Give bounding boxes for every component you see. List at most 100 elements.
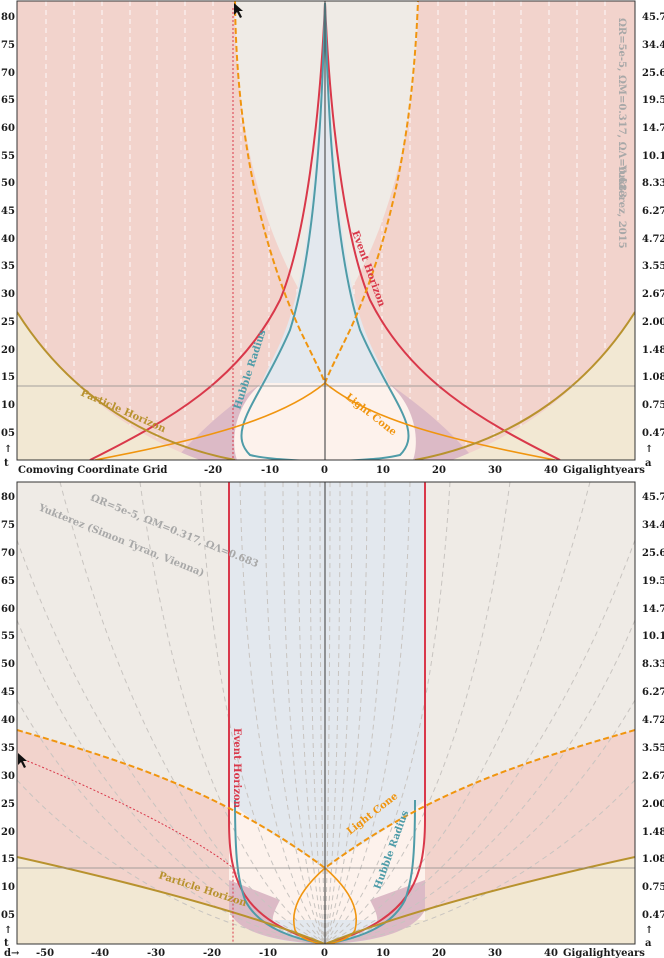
- svg-text:60: 60: [1, 604, 15, 615]
- svg-text:65: 65: [1, 576, 15, 587]
- bottom-frame: [16, 481, 636, 945]
- bottom-x-axis: d→ -50 -40 -30 -20 -10 0 10 20 30 40 Gig…: [4, 948, 645, 958]
- top-x-axis: Comoving Coordinate Grid -20 -10 0 10 20…: [18, 465, 645, 476]
- svg-text:10: 10: [376, 465, 390, 476]
- svg-text:20: 20: [1, 827, 15, 838]
- svg-text:0.75: 0.75: [642, 882, 664, 893]
- svg-text:-10: -10: [259, 948, 277, 958]
- svg-text:4.72: 4.72: [642, 234, 664, 245]
- svg-text:70: 70: [1, 548, 15, 559]
- svg-text:10: 10: [1, 400, 15, 411]
- svg-text:80: 80: [1, 492, 15, 503]
- svg-text:-20: -20: [203, 948, 221, 958]
- svg-text:05: 05: [1, 910, 15, 921]
- svg-text:Gigalightyears: Gigalightyears: [563, 465, 645, 476]
- top-cream-left: [17, 312, 200, 460]
- svg-text:0.47: 0.47: [642, 428, 664, 439]
- top-author-watermark: Yukterez, 2015: [616, 164, 627, 249]
- svg-text:45: 45: [1, 206, 15, 217]
- svg-text:10.1: 10.1: [642, 631, 664, 642]
- svg-text:-50: -50: [36, 948, 54, 958]
- svg-text:t: t: [4, 458, 9, 469]
- svg-text:10.1: 10.1: [642, 151, 664, 162]
- svg-text:35: 35: [1, 261, 15, 272]
- svg-text:1.08: 1.08: [642, 854, 664, 865]
- svg-text:20: 20: [432, 465, 446, 476]
- top-hubble-radius-curve: [240, 2, 410, 460]
- bottom-worldline-dotted: [19, 757, 234, 944]
- top-purple-left: [175, 383, 262, 460]
- bottom-event-horizon-label: Event Horizon: [231, 728, 242, 809]
- svg-text:0: 0: [321, 465, 328, 476]
- bottom-grid: [17, 482, 635, 944]
- top-panel: Event Horizon Hubble Radius Light Cone P…: [1, 0, 664, 476]
- svg-text:55: 55: [1, 631, 15, 642]
- top-purple-right: [388, 383, 475, 460]
- svg-text:45.7: 45.7: [642, 492, 664, 503]
- svg-text:4.72: 4.72: [642, 715, 664, 726]
- svg-text:↑: ↑: [4, 444, 12, 455]
- svg-text:10: 10: [376, 948, 390, 958]
- svg-text:2.00: 2.00: [642, 317, 664, 328]
- bottom-purple-left: [229, 880, 325, 944]
- svg-text:15: 15: [1, 854, 15, 865]
- bottom-panel: Event Horizon Hubble Radius Light Cone P…: [1, 481, 664, 958]
- svg-text:6.27: 6.27: [642, 206, 664, 217]
- svg-text:10: 10: [1, 882, 15, 893]
- svg-text:25.6: 25.6: [642, 548, 664, 559]
- svg-text:80: 80: [1, 12, 15, 23]
- svg-text:50: 50: [1, 659, 15, 670]
- svg-text:-40: -40: [91, 948, 109, 958]
- bottom-blue-column: [229, 482, 425, 944]
- svg-text:-20: -20: [204, 465, 222, 476]
- bottom-pink-region: [17, 730, 635, 944]
- svg-text:20: 20: [1, 345, 15, 356]
- svg-text:75: 75: [1, 40, 15, 51]
- top-cursor-icon: [234, 3, 243, 18]
- svg-text:Comoving Coordinate Grid: Comoving Coordinate Grid: [18, 465, 167, 476]
- top-t-ticks: 80 75 70 65 60 55 50 45 40 35 30 25 20 1…: [1, 12, 15, 469]
- svg-text:19.5: 19.5: [642, 95, 664, 106]
- svg-text:05: 05: [1, 428, 15, 439]
- svg-text:45: 45: [1, 687, 15, 698]
- svg-text:2.67: 2.67: [642, 289, 664, 300]
- svg-text:0.47: 0.47: [642, 910, 664, 921]
- svg-text:3.55: 3.55: [642, 261, 664, 272]
- svg-text:d→: d→: [4, 948, 20, 958]
- svg-text:50: 50: [1, 178, 15, 189]
- svg-text:20: 20: [432, 948, 446, 958]
- svg-text:25: 25: [1, 799, 15, 810]
- svg-text:-10: -10: [261, 465, 279, 476]
- svg-text:35: 35: [1, 743, 15, 754]
- svg-text:-30: -30: [147, 948, 165, 958]
- svg-text:60: 60: [1, 123, 15, 134]
- bottom-cream-region: [17, 857, 635, 944]
- svg-text:30: 30: [488, 948, 502, 958]
- svg-text:8.33: 8.33: [642, 178, 664, 189]
- bottom-event-horizon-curve: [228, 482, 426, 944]
- top-frame: [16, 0, 636, 461]
- svg-text:1.48: 1.48: [642, 827, 664, 838]
- svg-text:↑: ↑: [645, 925, 653, 936]
- bottom-hubble-radius-curve: [234, 799, 416, 944]
- bottom-cursor-icon: [18, 753, 27, 768]
- bottom-t-ticks: 80 75 70 65 60 55 50 45 40 35 30 25 20 1…: [1, 492, 15, 949]
- top-particle-horizon-curve: [17, 311, 635, 460]
- svg-text:14.7: 14.7: [642, 604, 664, 615]
- svg-text:15: 15: [1, 372, 15, 383]
- svg-text:40: 40: [544, 465, 558, 476]
- top-a-ticks: 45.7 34.4 25.6 19.5 14.7 10.1 8.33 6.27 …: [642, 12, 664, 469]
- svg-text:40: 40: [1, 234, 15, 245]
- svg-text:a: a: [645, 938, 652, 949]
- svg-text:t: t: [4, 938, 9, 949]
- bottom-light-cone-solid: [293, 867, 357, 944]
- svg-text:40: 40: [1, 715, 15, 726]
- svg-text:1.08: 1.08: [642, 372, 664, 383]
- svg-text:3.55: 3.55: [642, 743, 664, 754]
- svg-text:30: 30: [488, 465, 502, 476]
- svg-text:14.7: 14.7: [642, 123, 664, 134]
- bottom-particle-horizon-curve: [17, 856, 635, 944]
- svg-text:75: 75: [1, 520, 15, 531]
- svg-text:70: 70: [1, 68, 15, 79]
